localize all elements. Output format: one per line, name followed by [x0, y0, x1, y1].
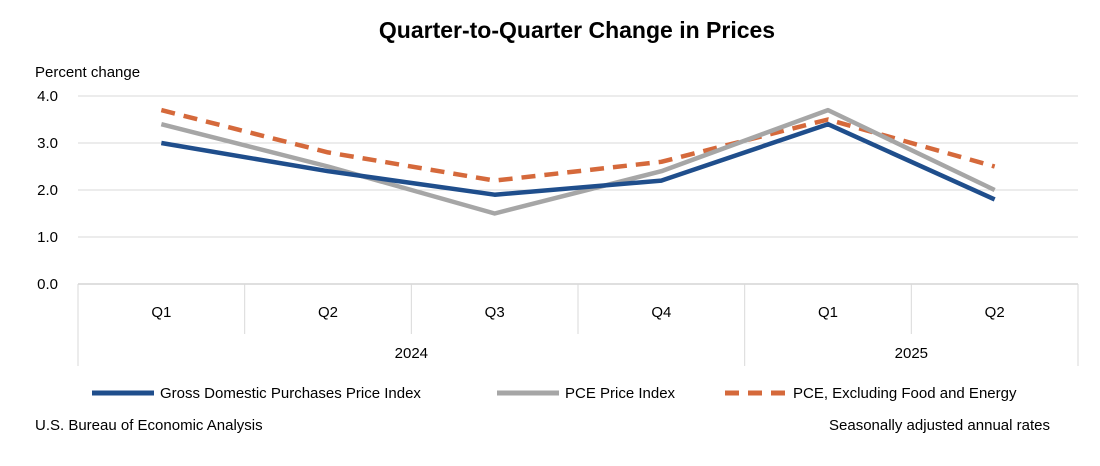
source-note: U.S. Bureau of Economic Analysis: [35, 417, 263, 434]
x-tick-label: Q2: [318, 304, 338, 321]
x-tick-label: Q1: [151, 304, 171, 321]
x-tick-label: Q1: [818, 304, 838, 321]
y-tick-label: 4.0: [37, 88, 58, 105]
gridlines: [78, 95, 1078, 285]
series-lines: [160, 107, 996, 216]
series-line-1: [160, 107, 996, 216]
y-tick-label: 2.0: [37, 182, 58, 199]
y-tick-label: 0.0: [37, 276, 58, 293]
x-axis: Q1 Q2 Q3 Q4 Q1 Q2 2024 2025: [77, 284, 1079, 366]
series-line-2: [160, 107, 996, 183]
x-tick-label: Q2: [985, 304, 1005, 321]
legend-label-2: PCE, Excluding Food and Energy: [793, 385, 1017, 402]
legend-label-0: Gross Domestic Purchases Price Index: [160, 385, 421, 402]
year-label: 2024: [395, 345, 428, 362]
series-line-0: [160, 121, 996, 202]
chart-title: Quarter-to-Quarter Change in Prices: [379, 17, 775, 43]
legend: Gross Domestic Purchases Price Index PCE …: [92, 385, 1017, 402]
x-tick-label: Q3: [485, 304, 505, 321]
year-label: 2025: [895, 345, 928, 362]
seasonal-note: Seasonally adjusted annual rates: [829, 417, 1050, 434]
y-axis-label: Percent change: [35, 64, 140, 81]
legend-label-1: PCE Price Index: [565, 385, 676, 402]
y-tick-label: 3.0: [37, 135, 58, 152]
y-tick-labels: 0.0 1.0 2.0 3.0 4.0: [37, 88, 58, 293]
x-tick-label: Q4: [651, 304, 671, 321]
y-tick-label: 1.0: [37, 229, 58, 246]
